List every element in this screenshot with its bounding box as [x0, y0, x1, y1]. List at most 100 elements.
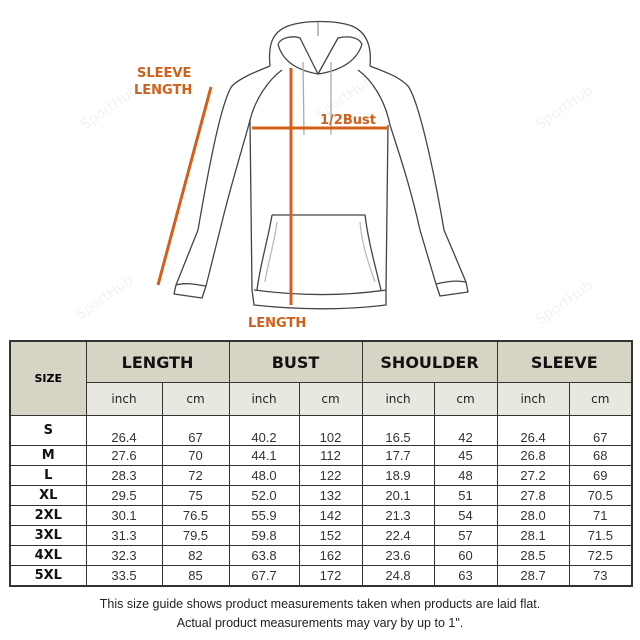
value-cell: 26.4 — [496, 415, 570, 446]
value-cell: 57 — [433, 525, 498, 546]
value-cell: 26.4 — [85, 415, 163, 446]
value-cell: 42 — [433, 415, 498, 446]
value-cell: 132 — [298, 485, 363, 506]
sleeve-header: SLEEVE — [496, 340, 633, 383]
value-cell: 32.3 — [85, 545, 163, 566]
value-cell: 28.3 — [85, 465, 163, 486]
value-cell: 45 — [433, 445, 498, 466]
value-cell: 112 — [298, 445, 363, 466]
value-cell: 73 — [568, 565, 633, 587]
bust-header: BUST — [228, 340, 363, 383]
value-cell: 102 — [298, 415, 363, 446]
value-cell: 33.5 — [85, 565, 163, 587]
unit-header-cm: cm — [568, 382, 633, 416]
value-cell: 51 — [433, 485, 498, 506]
value-cell: 71.5 — [568, 525, 633, 546]
hoodie-outline — [173, 20, 469, 310]
shoulder-header: SHOULDER — [361, 340, 498, 383]
unit-header-cm: cm — [433, 382, 498, 416]
value-cell: 59.8 — [228, 525, 300, 546]
value-cell: 27.8 — [496, 485, 570, 506]
table-row: 3XL 31.3 79.5 59.8 152 22.4 57 28.1 71.5 — [9, 525, 633, 546]
watermark: SportHub — [73, 272, 136, 323]
value-cell: 60 — [433, 545, 498, 566]
size-rows: S 26.4 67 40.2 102 16.5 42 26.4 67 M 27.6 70 44.1 112… — [9, 415, 633, 587]
value-cell: 28.1 — [496, 525, 570, 546]
value-cell: 22.4 — [361, 525, 435, 546]
size-cell: 2XL — [9, 505, 87, 526]
value-cell: 48 — [433, 465, 498, 486]
size-cell: XL — [9, 485, 87, 506]
value-cell: 18.9 — [361, 465, 435, 486]
value-cell: 23.6 — [361, 545, 435, 566]
value-cell: 44.1 — [228, 445, 300, 466]
value-cell: 152 — [298, 525, 363, 546]
value-cell: 48.0 — [228, 465, 300, 486]
table-row: XL 29.5 75 52.0 132 20.1 51 27.8 70.5 — [9, 485, 633, 506]
length-header: LENGTH — [85, 340, 230, 383]
value-cell: 63.8 — [228, 545, 300, 566]
value-cell: 71 — [568, 505, 633, 526]
value-cell: 122 — [298, 465, 363, 486]
value-cell: 20.1 — [361, 485, 435, 506]
value-cell: 172 — [298, 565, 363, 587]
table-row: 4XL 32.3 82 63.8 162 23.6 60 28.5 72.5 — [9, 545, 633, 566]
value-cell: 142 — [298, 505, 363, 526]
value-cell: 72.5 — [568, 545, 633, 566]
watermarks: SportHub SportHub SportHub SportHub Spor… — [73, 72, 596, 328]
value-cell: 27.6 — [85, 445, 163, 466]
table-row: 5XL 33.5 85 67.7 172 24.8 63 28.7 73 — [9, 565, 633, 587]
table-row: 2XL 30.1 76.5 55.9 142 21.3 54 28.0 71 — [9, 505, 633, 526]
measurement-arrows — [156, 68, 388, 305]
size-cell: S — [9, 415, 87, 446]
value-cell: 52.0 — [228, 485, 300, 506]
size-cell: 4XL — [9, 545, 87, 566]
value-cell: 16.5 — [361, 415, 435, 446]
value-cell: 70 — [161, 445, 230, 466]
sleeve-length-label-line1: SLEEVE — [137, 66, 191, 81]
watermark: SportHub — [533, 277, 596, 328]
value-cell: 70.5 — [568, 485, 633, 506]
size-cell: 3XL — [9, 525, 87, 546]
value-cell: 40.2 — [228, 415, 300, 446]
unit-header-inch: inch — [228, 382, 300, 416]
size-chart-table: SIZE LENGTH BUST SHOULDER SLEEVE inch cm… — [9, 340, 634, 587]
value-cell: 31.3 — [85, 525, 163, 546]
value-cell: 67.7 — [228, 565, 300, 587]
value-cell: 76.5 — [161, 505, 230, 526]
footer-note-line2: Actual product measurements may vary by … — [176, 616, 464, 630]
value-cell: 54 — [433, 505, 498, 526]
unit-header-cm: cm — [298, 382, 363, 416]
half-bust-label: 1/2Bust — [320, 113, 376, 128]
size-header: SIZE — [9, 340, 87, 416]
unit-header-inch: inch — [361, 382, 435, 416]
value-cell: 28.7 — [496, 565, 570, 587]
watermark: SportHub — [78, 82, 141, 133]
value-cell: 67 — [161, 415, 230, 446]
value-cell: 67 — [568, 415, 633, 446]
sleeve-length-label-line2: LENGTH — [134, 83, 192, 98]
footer-note-line1: This size guide shows product measuremen… — [99, 597, 541, 611]
size-cell: L — [9, 465, 87, 486]
value-cell: 30.1 — [85, 505, 163, 526]
table-row: S 26.4 67 40.2 102 16.5 42 26.4 67 — [9, 415, 633, 446]
unit-header-cm: cm — [161, 382, 230, 416]
watermark: SportHub — [533, 82, 596, 133]
size-cell: 5XL — [9, 565, 87, 587]
table-row: L 28.3 72 48.0 122 18.9 48 27.2 69 — [9, 465, 633, 486]
hoodie-measurement-diagram: SportHub SportHub SportHub SportHub Spor… — [73, 20, 596, 331]
value-cell: 29.5 — [85, 485, 163, 506]
value-cell: 72 — [161, 465, 230, 486]
value-cell: 82 — [161, 545, 230, 566]
value-cell: 85 — [161, 565, 230, 587]
size-cell: M — [9, 445, 87, 466]
unit-header-inch: inch — [496, 382, 570, 416]
sleeve-length-arrow — [156, 86, 213, 286]
value-cell: 162 — [298, 545, 363, 566]
unit-header-inch: inch — [85, 382, 163, 416]
value-cell: 79.5 — [161, 525, 230, 546]
value-cell: 24.8 — [361, 565, 435, 587]
value-cell: 28.5 — [496, 545, 570, 566]
value-cell: 17.7 — [361, 445, 435, 466]
value-cell: 69 — [568, 465, 633, 486]
